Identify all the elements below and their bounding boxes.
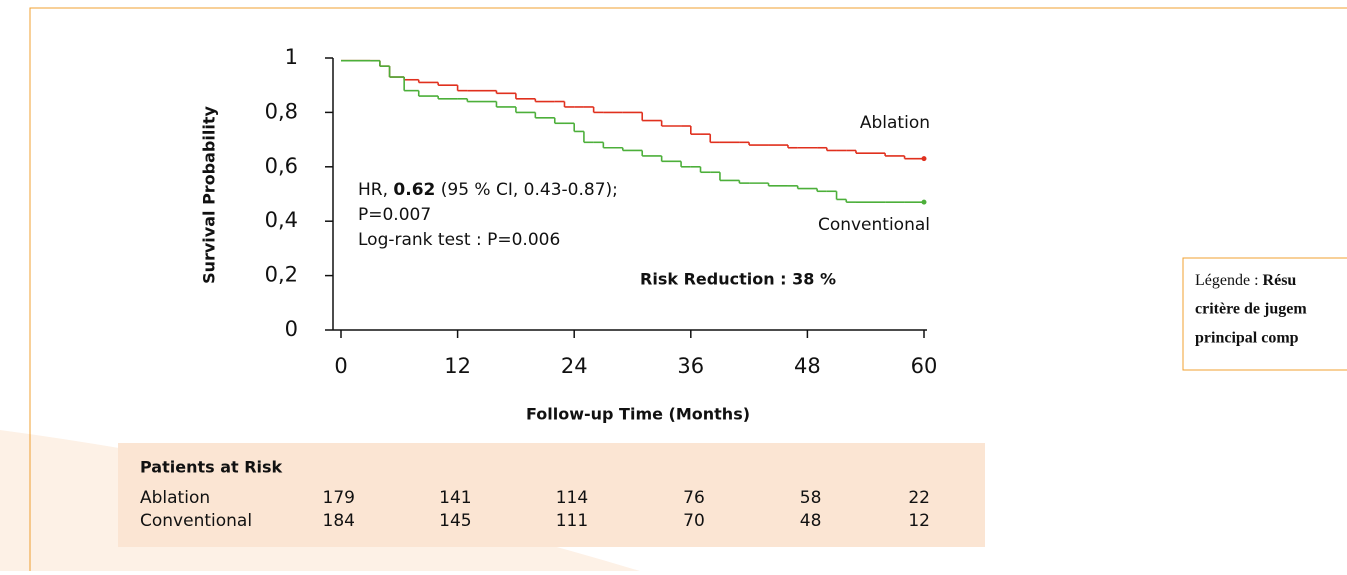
risk-value: 12 xyxy=(908,511,930,531)
end-point xyxy=(921,199,927,205)
y-tick-label: 1 xyxy=(285,45,298,69)
risk-value: 114 xyxy=(556,488,588,508)
frame xyxy=(29,7,1347,571)
hr-annotation: HR, 0.62 (95 % CI, 0.43-0.87); xyxy=(358,180,618,200)
series-label: Conventional xyxy=(818,215,930,235)
legend-prefix: Légende : xyxy=(1195,272,1263,289)
risk-table-bg xyxy=(118,443,985,547)
legend-line: critère de jugem xyxy=(1195,301,1307,318)
risk-value: 145 xyxy=(439,511,471,531)
end-point xyxy=(921,156,927,162)
x-axis-label: Follow-up Time (Months) xyxy=(526,405,750,424)
risk-table-title: Patients at Risk xyxy=(140,458,283,477)
y-tick-label: 0,2 xyxy=(265,263,298,287)
x-tick-label: 48 xyxy=(794,354,821,378)
legend-text: Résu xyxy=(1263,272,1297,289)
x-tick-label: 36 xyxy=(677,354,704,378)
y-axis-label: Survival Probability xyxy=(200,106,219,284)
y-tick-label: 0,4 xyxy=(265,208,298,232)
risk-reduction: Risk Reduction : 38 % xyxy=(640,270,836,289)
risk-value: 58 xyxy=(800,488,822,508)
legend-line: Légende : Résu xyxy=(1195,272,1296,289)
x-tick-label: 24 xyxy=(561,354,588,378)
series-label: Ablation xyxy=(860,113,930,133)
risk-row-label: Ablation xyxy=(140,488,210,508)
risk-value: 141 xyxy=(439,488,471,508)
p-value: P=0.007 xyxy=(358,205,431,225)
risk-row-label: Conventional xyxy=(140,511,252,531)
x-tick-label: 12 xyxy=(444,354,471,378)
x-tick-label: 60 xyxy=(911,354,938,378)
risk-value: 70 xyxy=(683,511,705,531)
risk-value: 76 xyxy=(683,488,705,508)
risk-value: 179 xyxy=(323,488,355,508)
y-tick-label: 0,6 xyxy=(265,154,298,178)
hr-prefix: HR, xyxy=(358,180,393,200)
x-tick-label: 0 xyxy=(334,354,347,378)
logrank: Log-rank test : P=0.006 xyxy=(358,230,560,250)
legend-box xyxy=(1182,257,1347,371)
risk-value: 111 xyxy=(556,511,588,531)
hr-value: 0.62 xyxy=(393,180,435,200)
y-tick-label: 0,8 xyxy=(265,99,298,123)
risk-value: 184 xyxy=(323,511,355,531)
risk-value: 48 xyxy=(800,511,822,531)
legend-line: principal comp xyxy=(1195,330,1299,347)
risk-value: 22 xyxy=(908,488,930,508)
y-tick-label: 0 xyxy=(285,317,298,341)
hr-suffix: (95 % CI, 0.43-0.87); xyxy=(435,180,618,200)
